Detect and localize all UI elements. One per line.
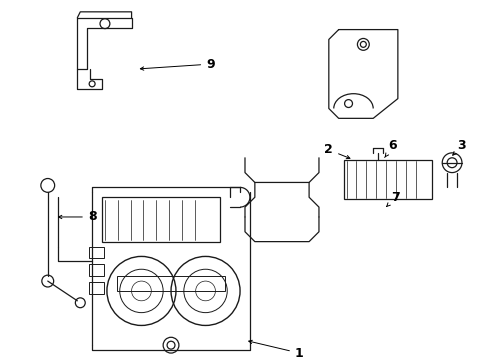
Text: 10: 10 — [0, 359, 1, 360]
Text: 3: 3 — [452, 139, 466, 155]
Text: 2: 2 — [324, 143, 349, 159]
Text: 13: 13 — [0, 359, 1, 360]
Text: 12: 12 — [0, 359, 1, 360]
Bar — [117, 276, 225, 291]
Bar — [102, 197, 220, 242]
Text: 7: 7 — [386, 191, 400, 207]
Bar — [89, 264, 104, 276]
Text: 4: 4 — [0, 359, 1, 360]
Text: 8: 8 — [59, 211, 96, 224]
Text: 1: 1 — [248, 340, 303, 360]
Bar — [89, 247, 104, 258]
Text: 11: 11 — [0, 359, 1, 360]
Text: 9: 9 — [140, 58, 214, 71]
Text: 5: 5 — [0, 359, 1, 360]
Text: 6: 6 — [384, 139, 396, 158]
Bar — [343, 160, 431, 199]
Bar — [89, 282, 104, 294]
